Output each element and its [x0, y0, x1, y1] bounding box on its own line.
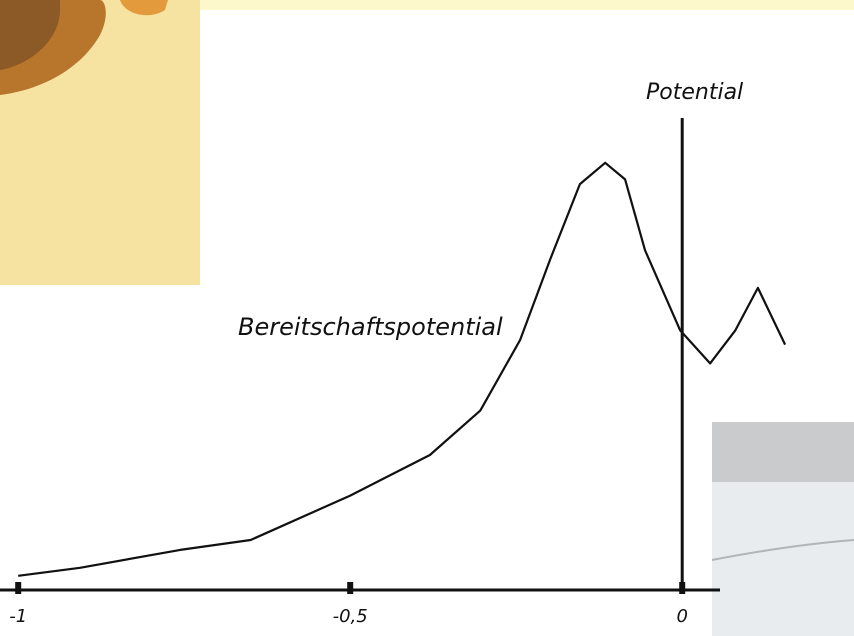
x-tick-label: -0,5	[333, 606, 368, 627]
x-tick-label: 0	[676, 606, 687, 627]
y-axis-label: Potential	[646, 80, 743, 105]
slide: Bereitschaftspotential Potential -1 -0,5 0	[0, 0, 854, 636]
side-image-detail	[712, 422, 854, 482]
x-tick-label: -1	[9, 606, 27, 627]
annotation: Bereitschaftspotential	[238, 313, 503, 341]
x-tick	[679, 582, 685, 594]
x-tick	[347, 582, 353, 594]
x-tick	[15, 582, 21, 594]
